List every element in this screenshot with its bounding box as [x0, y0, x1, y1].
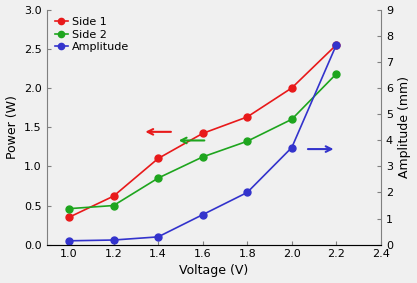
Side 1 [200, 132, 205, 135]
Side 1 [66, 216, 71, 219]
Amplitude [156, 235, 161, 239]
Line: Side 1: Side 1 [65, 41, 340, 221]
Side 1 [289, 86, 294, 90]
Side 2 [111, 204, 116, 207]
Y-axis label: Amplitude (mm): Amplitude (mm) [399, 76, 412, 178]
Amplitude [200, 213, 205, 216]
Side 2 [156, 176, 161, 180]
Side 2 [245, 140, 250, 143]
Side 1 [156, 157, 161, 160]
Side 2 [200, 155, 205, 159]
Line: Side 2: Side 2 [65, 70, 340, 212]
X-axis label: Voltage (V): Voltage (V) [179, 264, 249, 277]
Amplitude [66, 239, 71, 243]
Side 2 [289, 118, 294, 121]
Amplitude [245, 191, 250, 194]
Side 1 [245, 115, 250, 119]
Side 2 [66, 207, 71, 210]
Line: Amplitude: Amplitude [65, 41, 340, 244]
Amplitude [334, 43, 339, 46]
Amplitude [289, 146, 294, 149]
Side 1 [334, 43, 339, 46]
Y-axis label: Power (W): Power (W) [5, 95, 18, 159]
Legend: Side 1, Side 2, Amplitude: Side 1, Side 2, Amplitude [52, 15, 132, 54]
Side 1 [111, 194, 116, 198]
Side 2 [334, 72, 339, 76]
Amplitude [111, 238, 116, 242]
